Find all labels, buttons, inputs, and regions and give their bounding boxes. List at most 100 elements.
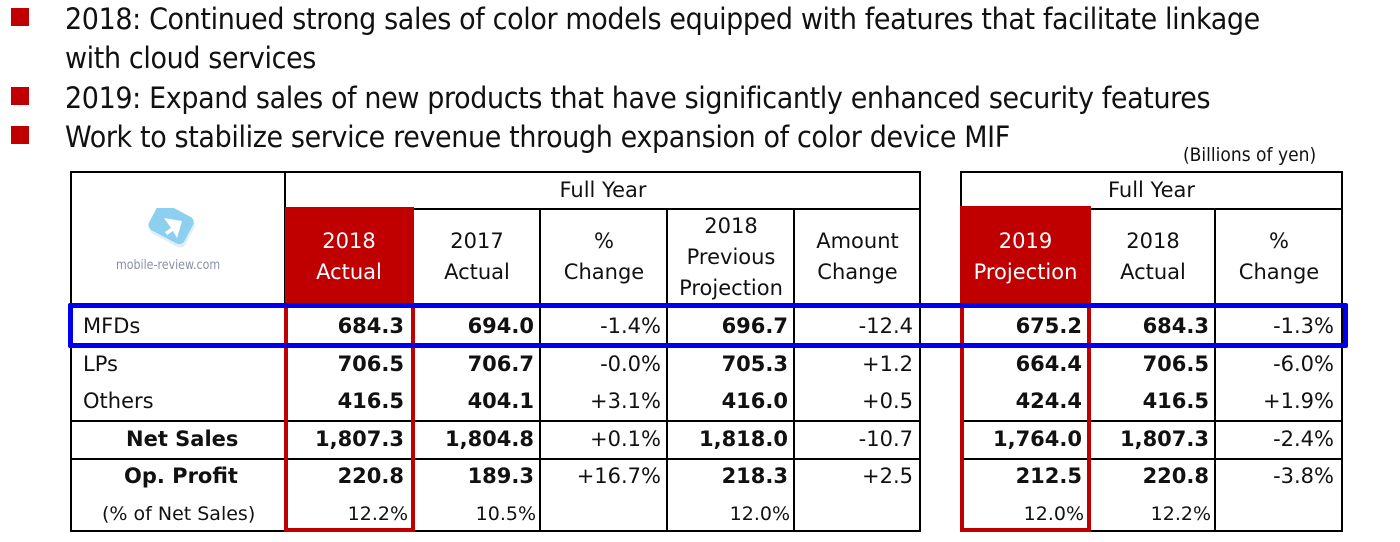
cell-value: -1.4% xyxy=(600,314,661,338)
cell-value: 1,807.3 xyxy=(314,427,404,451)
cell-value: 1,807.3 xyxy=(1119,427,1209,451)
bullet-text-2: 2019: Expand sales of new products that … xyxy=(65,81,1211,115)
header-line: Actual xyxy=(316,259,382,284)
cell-value: 424.4 xyxy=(1015,389,1082,413)
divider xyxy=(539,208,541,532)
header-line: Projection xyxy=(973,259,1078,284)
header-line: Projection xyxy=(679,276,783,300)
watermark-text: mobile-review.com xyxy=(116,258,221,273)
column-header-2018-actual: 2018 Actual xyxy=(285,209,413,304)
row-label: LPs xyxy=(83,352,118,376)
cell-value: +0.5 xyxy=(862,389,913,413)
cell-value: -3.8% xyxy=(1273,464,1334,488)
cell-value: 10.5% xyxy=(475,503,536,525)
cell-value: 1,804.8 xyxy=(444,427,534,451)
cell-value: 706.5 xyxy=(337,352,404,376)
column-header-2018-actual-right: 2018 Actual xyxy=(1091,209,1215,304)
left-group-header: Full Year xyxy=(559,178,647,202)
header-line: 2017 xyxy=(450,228,504,253)
divider xyxy=(666,208,668,532)
row-label: (% of Net Sales) xyxy=(102,503,256,525)
header-line: Change xyxy=(1238,259,1320,284)
cell-value: +1.9% xyxy=(1263,389,1334,413)
cell-value: 1,764.0 xyxy=(992,427,1082,451)
header-line: % xyxy=(1269,228,1289,253)
cell-value: +3.1% xyxy=(590,389,661,413)
column-header-pct-change: % Change xyxy=(541,209,667,304)
cell-value: -2.4% xyxy=(1273,427,1334,451)
cell-value: +1.2 xyxy=(862,352,913,376)
highlight-column-2018-actual xyxy=(284,304,415,532)
cell-value: 416.0 xyxy=(721,389,788,413)
column-header-2019-projection: 2019 Projection xyxy=(960,209,1091,304)
divider xyxy=(960,420,1343,422)
cell-value: 684.3 xyxy=(337,314,404,338)
bullet-text-1-line2: with cloud services xyxy=(65,41,316,75)
highlight-column-2019-projection xyxy=(960,304,1091,532)
header-highlight-2019-projection xyxy=(960,206,1091,306)
divider xyxy=(70,420,921,422)
header-line: 2018 xyxy=(1126,228,1180,253)
column-header-pct-change-right: % Change xyxy=(1216,209,1342,304)
divider xyxy=(793,208,795,532)
header-line: 2019 xyxy=(998,228,1053,253)
bullet-marker-icon xyxy=(11,87,29,105)
cell-value: 12.0% xyxy=(729,503,790,525)
divider xyxy=(960,208,1343,210)
cell-value: -0.0% xyxy=(600,352,661,376)
cell-value: 664.4 xyxy=(1015,352,1082,376)
cell-value: 220.8 xyxy=(1142,464,1209,488)
cell-value: 705.3 xyxy=(721,352,788,376)
row-label: MFDs xyxy=(83,314,141,338)
cell-value: 212.5 xyxy=(1015,464,1082,488)
cell-value: -1.3% xyxy=(1273,314,1334,338)
cell-value: +2.5 xyxy=(862,464,913,488)
bullet-text-3: Work to stabilize service revenue throug… xyxy=(65,120,1010,154)
cell-value: 12.2% xyxy=(1150,503,1211,525)
divider xyxy=(285,208,921,210)
header-line: Previous xyxy=(686,245,776,269)
cell-value: 416.5 xyxy=(1142,389,1209,413)
header-line: Change xyxy=(563,259,645,284)
cell-value: 218.3 xyxy=(721,464,788,488)
bullet-marker-icon xyxy=(11,8,29,26)
cell-value: 684.3 xyxy=(1142,314,1209,338)
column-header-previous-projection: 2018 Previous Projection xyxy=(668,211,794,306)
header-highlight-2018-actual xyxy=(285,207,414,306)
cell-value: 12.2% xyxy=(347,503,408,525)
cell-value: 696.7 xyxy=(721,314,788,338)
header-line: 2018 xyxy=(322,228,376,253)
cell-value: 404.1 xyxy=(467,389,534,413)
highlight-row-mfds xyxy=(68,303,1348,348)
header-line: Actual xyxy=(1120,259,1186,284)
cell-value: -10.7 xyxy=(858,427,913,451)
header-line: Amount xyxy=(816,228,899,253)
cell-value: 1,818.0 xyxy=(698,427,788,451)
cell-value: 706.5 xyxy=(1142,352,1209,376)
cell-value: 694.0 xyxy=(467,314,534,338)
column-header-2017-actual: 2017 Actual xyxy=(414,209,540,304)
header-line: Actual xyxy=(444,259,510,284)
cell-value: 12.0% xyxy=(1023,503,1084,525)
cell-value: -12.4 xyxy=(858,314,913,338)
left-table-frame xyxy=(70,171,921,532)
bullet-text-1-line1: 2018: Continued strong sales of color mo… xyxy=(65,2,1260,36)
row-label: Net Sales xyxy=(126,427,239,451)
cell-value: +0.1% xyxy=(590,427,661,451)
row-label: Others xyxy=(83,389,154,413)
header-line: 2018 xyxy=(704,214,758,238)
divider xyxy=(1214,208,1216,532)
header-line: % xyxy=(594,228,614,253)
cell-value: 189.3 xyxy=(467,464,534,488)
header-line: Change xyxy=(817,259,898,284)
bullet-marker-icon xyxy=(11,126,29,144)
column-header-amount-change: Amount Change xyxy=(795,209,920,304)
cell-value: +16.7% xyxy=(576,464,661,488)
cell-value: 220.8 xyxy=(337,464,404,488)
cell-value: 706.7 xyxy=(467,352,534,376)
cell-value: 416.5 xyxy=(337,389,404,413)
divider xyxy=(70,458,921,460)
divider xyxy=(960,458,1343,460)
row-label: Op. Profit xyxy=(124,464,238,488)
watermark-logo-icon xyxy=(148,208,195,248)
